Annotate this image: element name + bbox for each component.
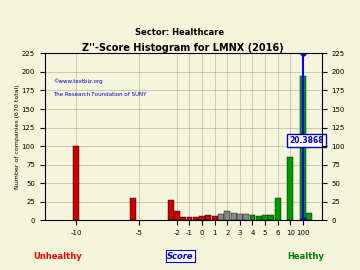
Bar [130, 198, 136, 220]
Bar [256, 216, 262, 220]
Bar [231, 213, 237, 220]
Bar [306, 213, 312, 220]
Bar [224, 211, 230, 220]
Bar [212, 216, 218, 220]
Bar [275, 198, 281, 220]
Text: Unhealthy: Unhealthy [33, 252, 82, 261]
Bar [206, 215, 211, 220]
Bar [262, 215, 268, 220]
Bar [287, 157, 293, 220]
Text: The Research Foundation of SUNY: The Research Foundation of SUNY [53, 92, 146, 97]
Bar [249, 215, 256, 220]
Bar [300, 76, 306, 220]
Bar [269, 215, 274, 220]
Bar [218, 214, 224, 220]
Bar [174, 211, 180, 220]
Title: Z''-Score Histogram for LMNX (2016): Z''-Score Histogram for LMNX (2016) [82, 43, 284, 53]
Bar [186, 217, 193, 220]
Bar [237, 214, 243, 220]
Y-axis label: Number of companies (670 total): Number of companies (670 total) [15, 85, 20, 189]
Bar [168, 200, 174, 220]
Text: Healthy: Healthy [288, 252, 324, 261]
Text: Score: Score [167, 252, 193, 261]
Bar [243, 214, 249, 220]
Text: 20.3868: 20.3868 [289, 136, 324, 145]
Text: ©www.textbiz.org: ©www.textbiz.org [53, 78, 103, 84]
Bar [199, 216, 205, 220]
Bar [73, 146, 79, 220]
Text: Sector: Healthcare: Sector: Healthcare [135, 28, 225, 37]
Bar [180, 217, 186, 220]
Bar [193, 217, 199, 220]
